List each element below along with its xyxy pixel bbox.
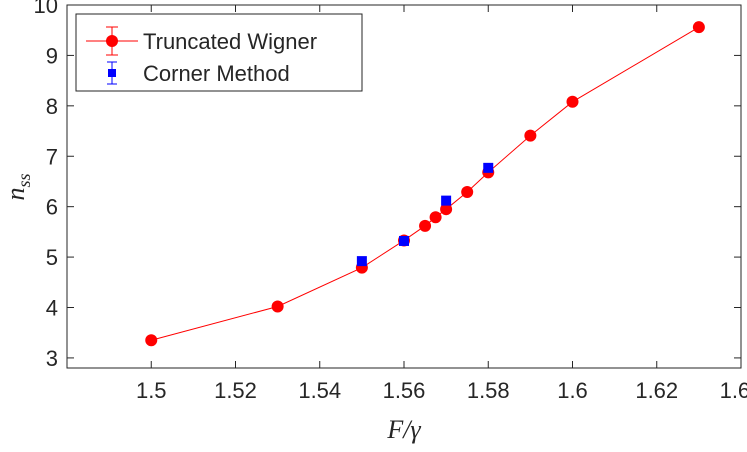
x-tick-label: 1.56 [383,378,426,403]
y-axis-label-main: n [1,188,30,201]
legend-entry-corner-method: Corner Method [107,61,290,86]
y-tick-label: 9 [46,43,58,68]
y-axis-label: nss [1,173,34,200]
x-tick-label: 1.52 [214,378,257,403]
y-tick-label: 8 [46,94,58,119]
x-tick-label: 1.5 [136,378,167,403]
legend-marker-corner-method [108,69,116,77]
series-corner-method [356,162,494,267]
data-point-truncated-wigner [145,334,158,347]
legend-entry-truncated-wigner: Truncated Wigner [86,26,317,56]
series-line-truncated-wigner [151,26,700,341]
data-point-truncated-wigner [271,300,284,313]
x-axis-label: F/γ [386,415,421,444]
y-tick-label: 5 [46,245,58,270]
x-axis-ticks: 1.5 1.52 1.54 1.56 1.58 1.6 1.62 1.64 [136,5,747,403]
x-tick-label: 1.54 [298,378,341,403]
legend-label-truncated-wigner: Truncated Wigner [143,29,317,54]
data-point-corner-method [399,235,409,246]
legend: Truncated Wigner Corner Method [75,13,363,92]
x-tick-label: 1.62 [635,378,678,403]
y-tick-label: 3 [46,346,58,371]
data-point-truncated-wigner [692,21,705,34]
data-point-truncated-wigner [419,219,432,232]
legend-label-corner-method: Corner Method [143,61,290,86]
series-layer [145,21,705,347]
y-axis-ticks: 3 4 5 6 7 8 9 10 [34,0,741,371]
y-tick-label: 6 [46,195,58,220]
legend-marker-truncated-wigner [106,35,118,47]
data-point-truncated-wigner [461,186,474,199]
data-point-corner-method [441,195,452,206]
y-axis-label-subscript: ss [14,173,34,187]
data-point-truncated-wigner [566,95,579,108]
legend-box [75,13,363,92]
data-point-truncated-wigner [429,211,442,224]
data-point-truncated-wigner [440,203,453,216]
x-tick-label: 1.64 [720,378,747,403]
data-point-corner-method [356,256,367,267]
y-tick-label: 7 [46,144,58,169]
x-tick-label: 1.58 [467,378,510,403]
data-point-corner-method [483,162,494,173]
y-tick-label: 4 [46,296,58,321]
x-tick-label: 1.6 [557,378,588,403]
data-point-truncated-wigner [524,129,537,142]
y-tick-label: 10 [34,0,58,18]
